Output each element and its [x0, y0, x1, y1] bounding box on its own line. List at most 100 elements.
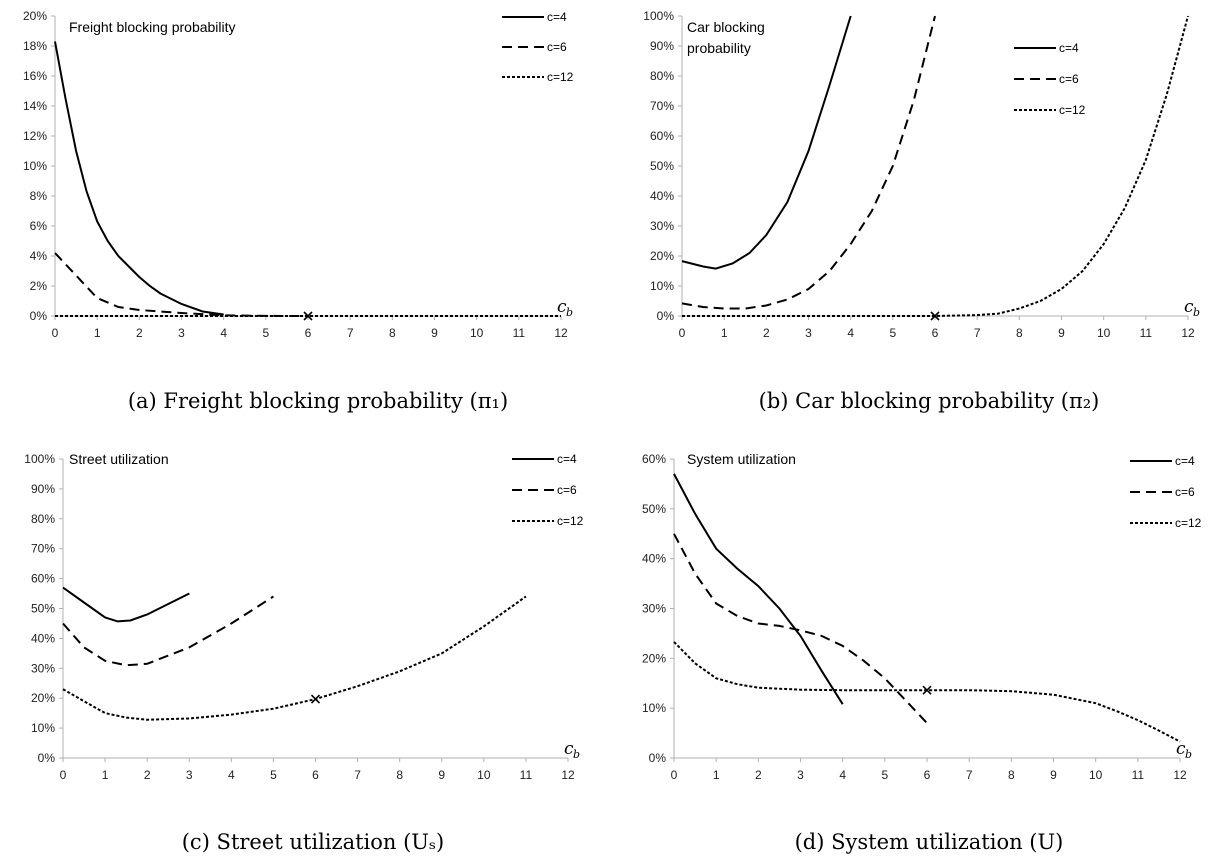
x-tick-label: 11 — [513, 326, 526, 340]
series-line-c=12 — [673, 641, 1181, 743]
x-axis-label: c — [564, 739, 574, 759]
x-tick-label: 9 — [431, 326, 438, 340]
legend-label-c=12: c=12 — [1175, 516, 1202, 530]
x-marker-stroke — [303, 311, 313, 321]
y-tick-label: 6% — [30, 219, 48, 233]
x-tick-label: 10 — [470, 326, 484, 340]
x-tick-label: 1 — [713, 768, 720, 782]
x-tick-label: 12 — [1173, 768, 1187, 782]
y-tick-label: 80% — [650, 69, 674, 83]
x-tick-label: 10 — [1097, 326, 1111, 340]
x-tick-label: 8 — [1016, 326, 1023, 340]
chart-caption: (d) System utilization (U) — [795, 830, 1064, 854]
x-tick-label: 1 — [721, 326, 728, 340]
series-line-c=4 — [673, 473, 844, 705]
x-tick-label: 10 — [1089, 768, 1103, 782]
y-tick-label: 4% — [30, 249, 48, 263]
y-tick-label: 10% — [31, 721, 55, 735]
y-tick-label: 80% — [31, 512, 55, 526]
y-tick-label: 10% — [642, 701, 666, 715]
x-tick-label: 10 — [477, 768, 491, 782]
x-tick-label: 1 — [94, 326, 101, 340]
x-tick-label: 4 — [839, 768, 846, 782]
x-axis-label-subscript: b — [1193, 306, 1200, 319]
y-tick-label: 10% — [23, 159, 47, 173]
x-tick-label: 8 — [1008, 768, 1015, 782]
x-marker — [303, 311, 313, 321]
y-tick-label: 90% — [650, 39, 674, 53]
y-tick-label: 100% — [643, 9, 674, 23]
y-tick-label: 20% — [23, 9, 47, 23]
x-tick-label: 4 — [228, 768, 235, 782]
x-tick-label: 9 — [1058, 326, 1065, 340]
series-line-c=12 — [682, 15, 1189, 317]
x-tick-label: 12 — [554, 326, 568, 340]
y-tick-label: 10% — [650, 279, 674, 293]
x-tick-label: 0 — [60, 768, 67, 782]
legend-label-c=12: c=12 — [557, 514, 584, 528]
series-line-c=4 — [62, 586, 190, 623]
y-tick-label: 50% — [650, 159, 674, 173]
chart-b: 0%10%20%30%40%50%60%70%80%90%100%0 1 2 3 4 5 6… — [643, 9, 1200, 413]
x-tick-label: 8 — [389, 326, 396, 340]
legend-label-c=4: c=4 — [557, 452, 577, 466]
series-line-c=6 — [54, 252, 309, 317]
y-tick-label: 18% — [23, 39, 47, 53]
y-tick-label: 0% — [38, 751, 56, 765]
y-tick-label: 20% — [642, 651, 666, 665]
x-tick-label: 11 — [1132, 768, 1145, 782]
y-tick-label: 16% — [23, 69, 47, 83]
legend-label-c=12: c=12 — [547, 70, 574, 84]
x-tick-label: 7 — [966, 768, 973, 782]
x-tick-label: 11 — [1140, 326, 1153, 340]
y-tick-label: 100% — [24, 452, 55, 466]
x-tick-label: 3 — [797, 768, 804, 782]
y-tick-label: 50% — [642, 502, 666, 516]
chart-c: 0%10%20%30%40%50%60%70%80%90%100%0 1 2 3 4 5 6… — [24, 451, 583, 854]
y-tick-label: 40% — [642, 552, 666, 566]
series-line-c=6 — [673, 533, 928, 724]
x-tick-label: 1 — [102, 768, 109, 782]
x-tick-label: 6 — [932, 326, 939, 340]
x-tick-label: 2 — [755, 768, 762, 782]
x-tick-label: 0 — [671, 768, 678, 782]
x-axis-label-subscript: b — [573, 748, 580, 761]
x-tick-label: 12 — [1181, 326, 1195, 340]
legend-label-c=6: c=6 — [557, 483, 577, 497]
x-marker-stroke — [930, 311, 940, 321]
x-tick-label: 7 — [354, 768, 361, 782]
series-line-c=6 — [681, 15, 936, 310]
series-line-c=4 — [681, 15, 852, 270]
x-axis-label-subscript: b — [1185, 748, 1192, 761]
x-marker — [930, 311, 940, 321]
x-tick-label: 6 — [312, 768, 319, 782]
y-tick-label: 20% — [31, 691, 55, 705]
x-marker — [310, 694, 321, 704]
x-tick-label: 8 — [396, 768, 403, 782]
y-tick-label: 30% — [642, 602, 666, 616]
y-tick-label: 0% — [30, 309, 48, 323]
x-tick-label: 7 — [974, 326, 981, 340]
x-tick-label: 3 — [805, 326, 812, 340]
y-tick-label: 14% — [23, 99, 47, 113]
x-tick-label: 9 — [438, 768, 445, 782]
y-tick-label: 70% — [31, 542, 55, 556]
chart-caption: (a) Freight blocking probability (π₁) — [128, 389, 508, 413]
x-marker — [922, 685, 932, 695]
y-tick-label: 20% — [650, 249, 674, 263]
x-tick-label: 11 — [520, 768, 533, 782]
y-tick-label: 30% — [650, 219, 674, 233]
x-marker-stroke — [922, 685, 932, 695]
y-tick-label: 2% — [30, 279, 48, 293]
legend-label-c=12: c=12 — [1059, 103, 1086, 117]
x-tick-label: 5 — [881, 768, 888, 782]
x-tick-label: 3 — [186, 768, 193, 782]
y-tick-label: 90% — [31, 482, 55, 496]
y-tick-label: 30% — [31, 661, 55, 675]
chart-caption: (c) Street utilization (Uₛ) — [182, 830, 445, 854]
x-tick-label: 2 — [136, 326, 143, 340]
x-axis-label: c — [1184, 297, 1194, 317]
y-tick-label: 50% — [31, 602, 55, 616]
y-tick-label: 0% — [657, 309, 675, 323]
